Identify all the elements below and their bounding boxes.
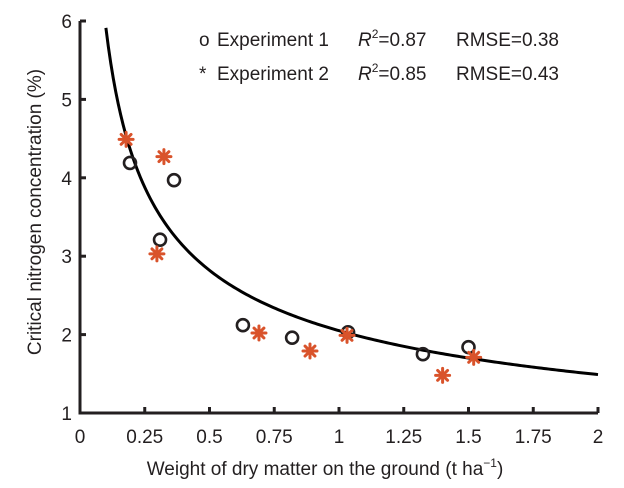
x-axis-ticks: 0 0.25 0.5 0.75 1 1.25 1.5 1.75 2 (75, 407, 604, 448)
y-tick-label: 2 (61, 326, 72, 347)
data-point-star (338, 326, 356, 344)
data-point-star (155, 148, 173, 166)
x-tick-label: 1.75 (515, 427, 552, 448)
data-point-star (148, 245, 166, 263)
y-tick-label: 1 (61, 404, 72, 425)
data-points (117, 130, 483, 384)
data-point-star (465, 348, 483, 366)
legend-marker-circle: o (199, 30, 210, 51)
data-point-circle (166, 172, 182, 188)
data-point-star (434, 366, 452, 384)
legend: o Experiment 1 R2=0.87 RMSE=0.38 * Exper… (199, 27, 559, 85)
series-experiment-2 (117, 130, 483, 384)
y-axis-ticks: 1 2 3 4 5 6 (61, 12, 86, 425)
data-point-star (117, 130, 135, 148)
legend-r2: R2=0.85 (358, 61, 427, 85)
x-tick-label: 0.25 (126, 427, 163, 448)
x-tick-label: 0 (75, 427, 86, 448)
data-point-star (250, 324, 268, 342)
y-tick-label: 6 (61, 12, 72, 33)
data-point-circle (284, 330, 300, 346)
x-tick-label: 1.25 (385, 427, 422, 448)
legend-marker-star: * (199, 64, 207, 85)
x-tick-label: 1 (334, 427, 345, 448)
y-tick-label: 3 (61, 247, 72, 268)
legend-entry-experiment-2: * Experiment 2 R2=0.85 RMSE=0.43 (199, 61, 559, 85)
data-point-circle (122, 155, 138, 171)
legend-label: Experiment 1 (217, 30, 329, 51)
legend-entry-experiment-1: o Experiment 1 R2=0.87 RMSE=0.38 (199, 27, 559, 51)
y-tick-label: 4 (61, 169, 72, 190)
data-point-circle (152, 232, 168, 248)
legend-rmse: RMSE=0.43 (456, 64, 559, 85)
x-tick-label: 2 (593, 427, 604, 448)
legend-rmse: RMSE=0.38 (456, 30, 559, 51)
y-tick-label: 5 (61, 90, 72, 111)
data-point-circle (235, 317, 251, 333)
legend-r2: R2=0.87 (358, 27, 427, 51)
x-tick-label: 1.5 (455, 427, 481, 448)
x-axis-title: Weight of dry matter on the ground (t ha… (147, 456, 504, 480)
data-point-circle (415, 346, 431, 362)
x-tick-label: 0.75 (256, 427, 293, 448)
legend-label: Experiment 2 (217, 64, 329, 85)
series-experiment-1 (122, 155, 476, 362)
data-point-star (301, 342, 319, 360)
y-axis-title: Critical nitrogen concentration (%) (25, 69, 46, 355)
x-tick-label: 0.5 (196, 427, 222, 448)
